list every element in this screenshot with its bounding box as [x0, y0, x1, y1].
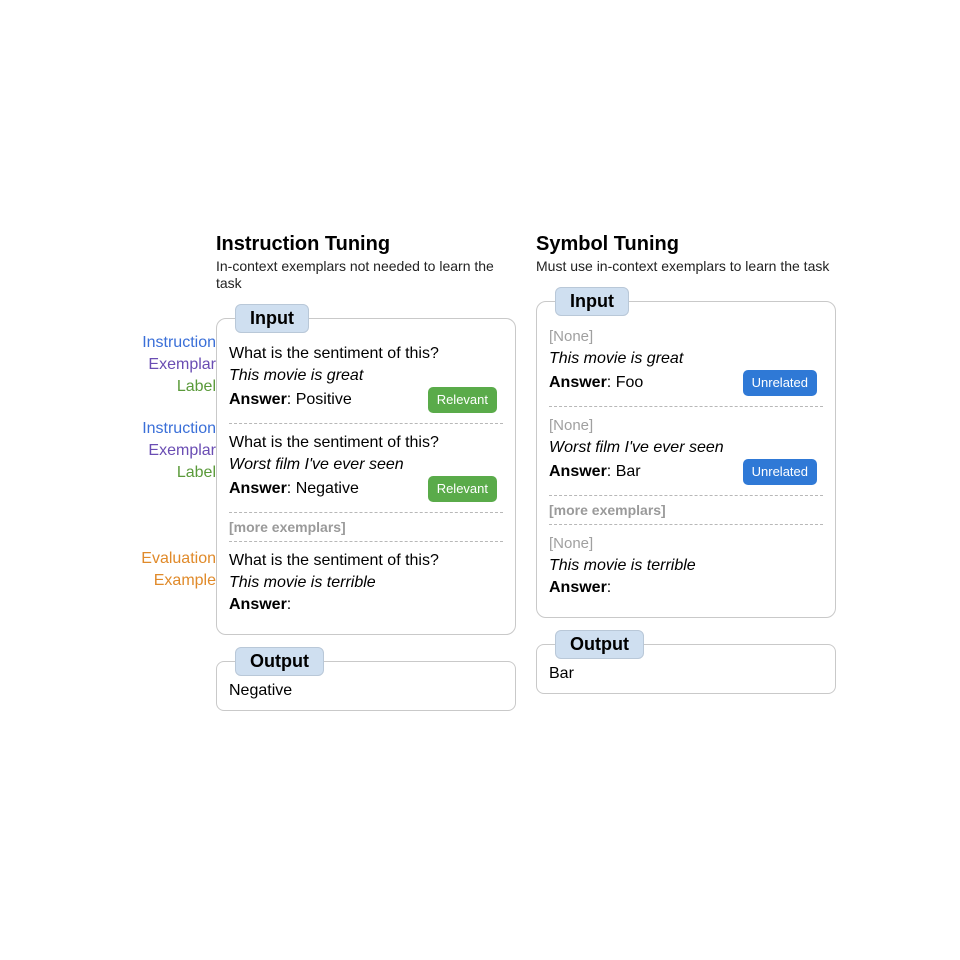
side-label-eval: Evaluation Example	[141, 548, 216, 592]
answer-label: Answer	[549, 374, 607, 391]
answer-text: Answer: Foo	[549, 372, 643, 394]
output-tab: Output	[555, 630, 644, 659]
answer-label: Answer	[229, 391, 287, 408]
answer-row: Answer:	[549, 577, 823, 599]
relevance-badge: Relevant	[428, 387, 497, 413]
input-tab: Input	[555, 287, 629, 316]
divider	[549, 406, 823, 407]
side-label-exemplar: Exemplar	[142, 440, 216, 462]
divider	[549, 524, 823, 525]
panel-symbol-tuning: Symbol Tuning Must use in-context exempl…	[536, 232, 836, 711]
exemplar-block: [None] Worst film I've ever seen Answer:…	[549, 411, 823, 493]
exemplar-instruction: What is the sentiment of this?	[229, 432, 503, 454]
answer-label: Answer	[229, 596, 287, 613]
divider	[549, 495, 823, 496]
divider	[229, 541, 503, 542]
answer-value: Positive	[296, 391, 352, 408]
side-labels-column: Instruction Exemplar Label Instruction E…	[100, 232, 216, 711]
eval-block: [None] This movie is terrible Answer:	[549, 529, 823, 607]
side-label-instruction: Instruction	[142, 418, 216, 440]
exemplar-block: [None] This movie is great Answer: Foo U…	[549, 322, 823, 404]
answer-text: Answer:	[229, 594, 291, 616]
relevance-badge: Unrelated	[743, 459, 817, 485]
answer-row: Answer: Negative Relevant	[229, 476, 503, 502]
side-label-evaluation: Evaluation	[141, 548, 216, 570]
answer-text: Answer: Positive	[229, 389, 352, 411]
side-label-group-2: Instruction Exemplar Label	[142, 418, 216, 484]
input-box: Input What is the sentiment of this? Thi…	[216, 318, 516, 635]
panels-row: Instruction Tuning In-context exemplars …	[216, 232, 836, 711]
eval-instruction: What is the sentiment of this?	[229, 550, 503, 572]
relevance-badge: Unrelated	[743, 370, 817, 396]
panel-instruction-tuning: Instruction Tuning In-context exemplars …	[216, 232, 516, 711]
eval-body: This movie is terrible	[229, 572, 503, 594]
exemplar-instruction-none: [None]	[549, 326, 823, 348]
eval-instruction-none: [None]	[549, 533, 823, 555]
exemplar-body: This movie is great	[229, 365, 503, 387]
more-exemplars-text: [more exemplars]	[229, 517, 503, 539]
answer-row: Answer: Bar Unrelated	[549, 459, 823, 485]
input-box: Input [None] This movie is great Answer:…	[536, 301, 836, 618]
answer-value: Bar	[616, 463, 641, 480]
output-box: Output Negative	[216, 661, 516, 711]
exemplar-instruction-none: [None]	[549, 415, 823, 437]
divider	[229, 512, 503, 513]
side-label-group-1: Instruction Exemplar Label	[142, 332, 216, 398]
panel-subtitle: In-context exemplars not needed to learn…	[216, 258, 516, 292]
answer-label: Answer	[229, 480, 287, 497]
more-exemplars-text: [more exemplars]	[549, 500, 823, 522]
output-box: Output Bar	[536, 644, 836, 694]
divider	[229, 423, 503, 424]
input-tab: Input	[235, 304, 309, 333]
eval-body: This movie is terrible	[549, 555, 823, 577]
side-label-instruction: Instruction	[142, 332, 216, 354]
output-value: Bar	[549, 665, 823, 683]
answer-text: Answer:	[549, 577, 611, 599]
relevance-badge: Relevant	[428, 476, 497, 502]
panel-subtitle: Must use in-context exemplars to learn t…	[536, 258, 836, 275]
answer-text: Answer: Bar	[549, 461, 641, 483]
answer-label: Answer	[549, 463, 607, 480]
side-label-example: Example	[141, 570, 216, 592]
exemplar-body: Worst film I've ever seen	[549, 437, 823, 459]
answer-value: Negative	[296, 480, 359, 497]
exemplar-block: What is the sentiment of this? Worst fil…	[229, 428, 503, 510]
answer-value: Foo	[616, 374, 644, 391]
answer-row: Answer:	[229, 594, 503, 616]
answer-row: Answer: Positive Relevant	[229, 387, 503, 413]
panel-title: Symbol Tuning	[536, 232, 836, 256]
output-value: Negative	[229, 682, 503, 700]
output-tab: Output	[235, 647, 324, 676]
answer-row: Answer: Foo Unrelated	[549, 370, 823, 396]
panel-title: Instruction Tuning	[216, 232, 516, 256]
side-label-label: Label	[142, 462, 216, 484]
side-label-label: Label	[142, 376, 216, 398]
diagram-root: Instruction Exemplar Label Instruction E…	[100, 232, 836, 711]
exemplar-block: What is the sentiment of this? This movi…	[229, 339, 503, 421]
side-label-exemplar: Exemplar	[142, 354, 216, 376]
answer-text: Answer: Negative	[229, 478, 359, 500]
exemplar-body: This movie is great	[549, 348, 823, 370]
eval-block: What is the sentiment of this? This movi…	[229, 546, 503, 624]
exemplar-body: Worst film I've ever seen	[229, 454, 503, 476]
answer-label: Answer	[549, 579, 607, 596]
exemplar-instruction: What is the sentiment of this?	[229, 343, 503, 365]
